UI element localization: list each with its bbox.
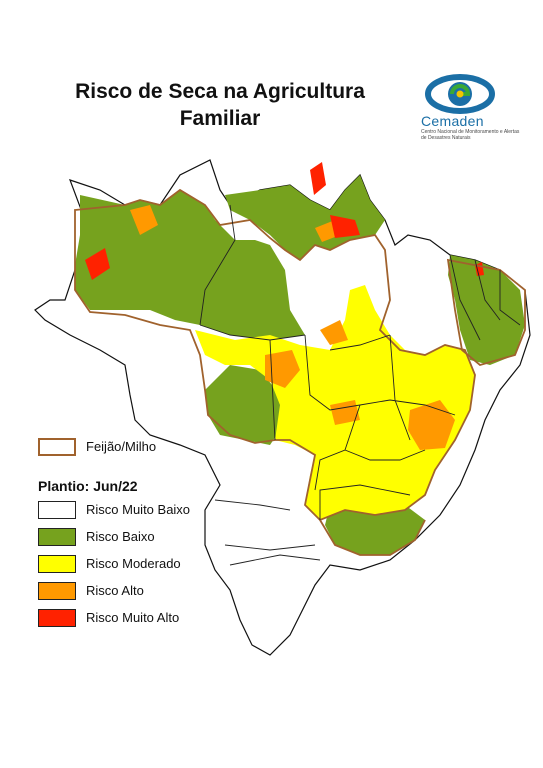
- brazil-drought-risk-map: [34, 159, 531, 656]
- logo-name: Cemaden: [421, 113, 484, 129]
- legend-label-3: Risco Alto: [86, 583, 144, 598]
- legend-plantio: Plantio: Jun/22: [38, 478, 138, 494]
- map-title: Risco de Seca na Agricultura Familiar: [40, 78, 400, 132]
- region-very-high-2: [330, 215, 360, 238]
- region-very-high-1: [310, 162, 326, 195]
- legend-swatch-0: [38, 501, 76, 519]
- region-low-west: [205, 365, 280, 445]
- legend-crop-label: Feijão/Milho: [86, 439, 157, 454]
- state-borders: [199, 204, 521, 566]
- region-high-1: [265, 350, 300, 388]
- legend-label-0: Risco Muito Baixo: [86, 502, 191, 517]
- cemaden-logo-icon: [425, 74, 495, 114]
- crop-boundary-south: [319, 519, 426, 556]
- region-high-4: [130, 205, 158, 235]
- logo-subtitle: Centro Nacional de Monitoramento e Alert…: [421, 129, 520, 141]
- legend-swatch-4: [38, 609, 76, 627]
- region-low-north: [75, 190, 305, 340]
- legend-swatch-3: [38, 582, 76, 600]
- legend-swatch-1: [38, 528, 76, 546]
- legend-label-2: Risco Moderado: [86, 556, 181, 571]
- region-very-high-3: [85, 248, 110, 280]
- legend-crop-swatch: [38, 438, 76, 456]
- region-low-northeast: [225, 175, 385, 260]
- title-line-1: Risco de Seca na Agricultura: [75, 80, 365, 103]
- legend-label-1: Risco Baixo: [86, 529, 155, 544]
- region-low-east: [448, 255, 525, 365]
- crop-boundary: [74, 188, 476, 522]
- region-low-south: [325, 500, 425, 555]
- crop-boundary-east: [446, 258, 526, 366]
- region-moderate-center: [195, 285, 475, 520]
- title-line-2: Familiar: [179, 107, 261, 130]
- legend-label-4: Risco Muito Alto: [86, 610, 180, 625]
- region-high-3: [320, 320, 348, 345]
- region-high-2: [408, 400, 455, 450]
- legend-swatch-2: [38, 555, 76, 573]
